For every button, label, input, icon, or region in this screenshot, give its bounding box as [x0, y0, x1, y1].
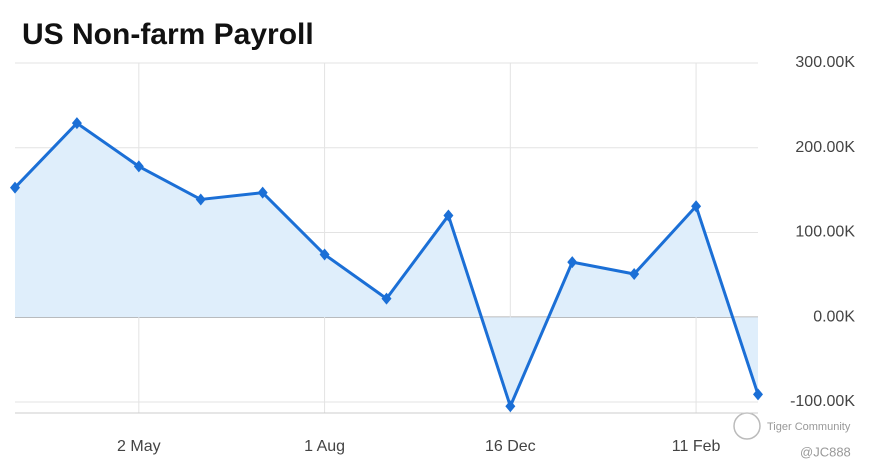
- marker: [10, 181, 20, 194]
- chart-title: US Non-farm Payroll: [22, 18, 314, 51]
- marker: [319, 248, 330, 261]
- y-tick-label: 0.00K: [813, 308, 855, 325]
- marker: [133, 160, 144, 173]
- marker: [567, 256, 578, 269]
- x-tick-label: 16 Dec: [485, 438, 536, 455]
- marker: [381, 292, 392, 305]
- marker: [71, 117, 82, 130]
- y-tick-label: -100.00K: [790, 393, 855, 410]
- y-tick-label: 300.00K: [795, 54, 855, 71]
- marker: [443, 209, 454, 222]
- marker: [505, 400, 516, 413]
- y-tick-label: 100.00K: [795, 224, 855, 241]
- area: [15, 123, 758, 407]
- watermark: @JC888: [800, 444, 851, 459]
- watermark: Tiger Community: [767, 421, 851, 433]
- marker: [195, 193, 206, 206]
- marker: [753, 388, 763, 401]
- marker: [257, 186, 268, 199]
- y-tick-label: 200.00K: [795, 139, 855, 156]
- x-tick-label: 1 Aug: [304, 438, 345, 455]
- x-tick-label: 2 May: [117, 438, 161, 455]
- watermark-logo: [733, 412, 761, 440]
- marker: [691, 200, 702, 213]
- marker: [629, 268, 640, 281]
- x-tick-label: 11 Feb: [672, 438, 721, 455]
